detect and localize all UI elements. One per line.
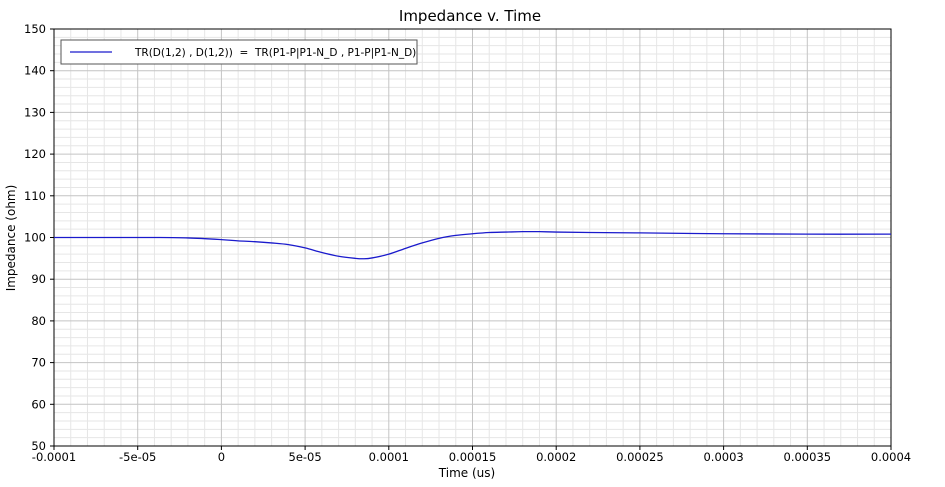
x-tick-label: 0: [218, 450, 225, 464]
series-layer: [53, 230, 892, 260]
y-tick-label: 110: [24, 189, 46, 203]
x-axis-label: Time (us): [438, 466, 495, 480]
y-tick-label: 120: [24, 147, 46, 161]
legend-box: [60, 39, 418, 65]
x-tick-label: 0.00025: [616, 450, 664, 464]
x-tick-label: 0.00015: [449, 450, 497, 464]
chart-title: Impedance v. Time: [399, 7, 541, 25]
x-tick-label: 0.0003: [703, 450, 743, 464]
x-tick-label: 0.0004: [871, 450, 911, 464]
x-tick-label: 0.0002: [536, 450, 576, 464]
y-tick-label: 70: [31, 356, 46, 370]
legend: TR(D(1,2) , D(1,2)) = TR(P1-P|P1-N_D , P…: [60, 39, 418, 65]
y-tick-label: 100: [24, 231, 46, 245]
x-tick-label: 0.0001: [369, 450, 409, 464]
series-line-0: [53, 230, 892, 260]
y-axis-label: Impedance (ohm): [4, 185, 18, 292]
y-tick-label: 50: [31, 439, 46, 453]
y-tick-label: 140: [24, 64, 46, 78]
y-tick-label: 150: [24, 22, 46, 36]
x-tick-label: 5e-05: [289, 450, 322, 464]
y-tick-label: 130: [24, 105, 46, 119]
y-tick-label: 80: [31, 314, 46, 328]
y-axis-ticks: 50 60 70 80 90 100 110 120 130 140 150: [24, 22, 54, 453]
x-tick-label: 0.00035: [784, 450, 832, 464]
x-tick-label: -0.0001: [32, 450, 76, 464]
y-tick-label: 90: [31, 272, 46, 286]
legend-entry: TR(D(1,2) , D(1,2)) = TR(P1-P|P1-N_D , P…: [134, 47, 416, 59]
x-axis-ticks: -0.0001 -5e-05 0 5e-05 0.0001 0.00015 0.0002 0.…: [32, 446, 911, 464]
y-tick-label: 60: [31, 397, 46, 411]
x-tick-label: -5e-05: [119, 450, 156, 464]
